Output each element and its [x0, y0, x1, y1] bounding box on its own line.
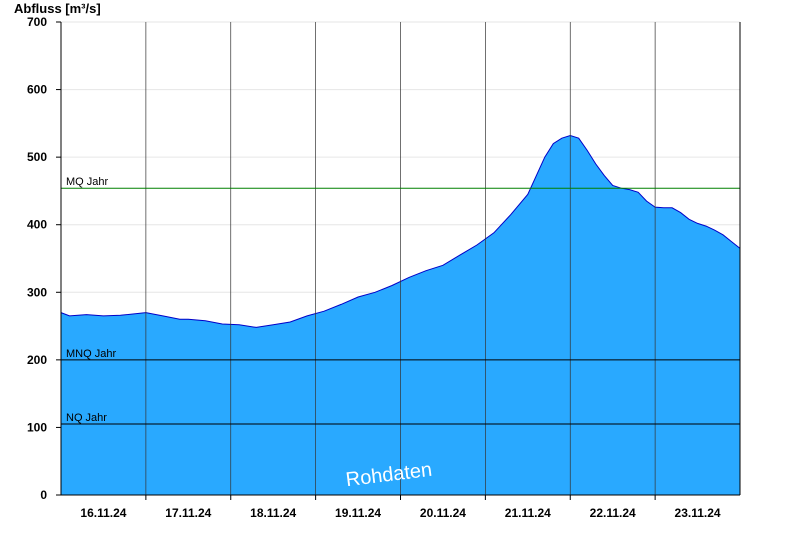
reference-line-label: MQ Jahr — [66, 176, 109, 188]
reference-line-label: NQ Jahr — [66, 412, 107, 424]
y-tick-label: 100 — [27, 420, 47, 434]
x-tick-label: 22.11.24 — [590, 506, 636, 520]
y-tick-label: 400 — [27, 218, 47, 232]
y-tick-label: 500 — [27, 150, 47, 164]
y-axis-label: Abfluss [m³/s] — [14, 1, 101, 16]
x-tick-label: 16.11.24 — [80, 506, 126, 520]
discharge-line — [60, 134, 741, 328]
x-tick-label: 18.11.24 — [250, 506, 296, 520]
x-tick-label: 21.11.24 — [505, 506, 551, 520]
x-tick-label: 19.11.24 — [335, 506, 381, 520]
x-ticks: 16.11.24 17.11.24 18.11.24 19.11.24 20.11.24… — [80, 495, 721, 520]
y-tick-label: 600 — [27, 83, 47, 97]
reference-line-label: MNQ Jahr — [66, 348, 116, 360]
day-separators — [145, 22, 656, 495]
y-tick-label: 200 — [27, 353, 47, 367]
y-ticks: 0 100 200 300 400 500 600 700 — [27, 15, 61, 502]
y-tick-label: 700 — [27, 15, 47, 29]
x-tick-label: 17.11.24 — [165, 506, 211, 520]
x-tick-label: 20.11.24 — [420, 506, 466, 520]
y-tick-label: 0 — [40, 488, 47, 502]
x-tick-label: 23.11.24 — [675, 506, 721, 520]
y-tick-label: 300 — [27, 285, 47, 299]
reference-lines: MQ Jahr MNQ Jahr NQ Jahr — [61, 176, 740, 425]
